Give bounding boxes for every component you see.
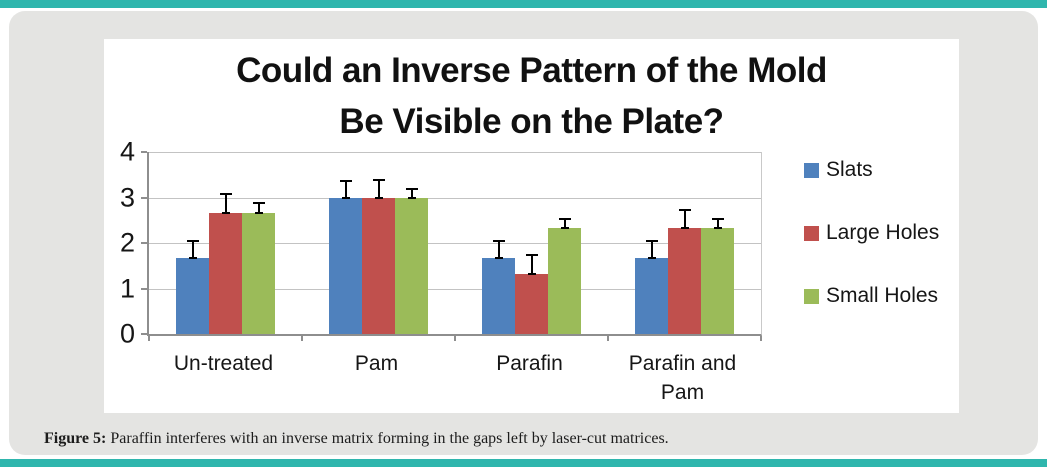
gridline-y3 bbox=[149, 197, 761, 199]
bar-slats-1 bbox=[329, 179, 362, 334]
error-bar bbox=[252, 202, 265, 214]
bar-large-holes-3 bbox=[668, 208, 701, 334]
x-label-2: Parafin bbox=[453, 349, 606, 407]
legend: Slats Large Holes Small Holes bbox=[804, 158, 954, 348]
chart-title: Could an Inverse Pattern of the Mold Be … bbox=[104, 45, 959, 147]
bar-group-pam bbox=[302, 152, 455, 334]
gridline-y2 bbox=[149, 243, 761, 244]
error-bar bbox=[525, 254, 538, 275]
x-label-text: Un-treated bbox=[173, 352, 274, 375]
bar-small-holes-1 bbox=[395, 187, 428, 334]
error-bar bbox=[678, 208, 691, 230]
error-bar bbox=[186, 240, 199, 259]
x-label-text: Parafin bbox=[496, 352, 563, 375]
y-tick-label-1: 1 bbox=[119, 273, 135, 303]
x-label-1: Pam bbox=[300, 349, 453, 407]
y-tick-label-2: 2 bbox=[119, 227, 135, 258]
chart-panel: Could an Inverse Pattern of the Mold Be … bbox=[104, 39, 959, 413]
legend-label: Large Holes bbox=[826, 221, 940, 244]
plot-area: 0 1 2 3 4 bbox=[120, 138, 762, 347]
gridline-y1 bbox=[149, 288, 761, 290]
figure-card: Could an Inverse Pattern of the Mold Be … bbox=[9, 11, 1038, 455]
figure-caption: Figure 5: Paraffin interferes with an in… bbox=[44, 430, 1004, 448]
bar-large-holes-0 bbox=[209, 193, 242, 334]
bars-row bbox=[149, 152, 761, 334]
bottom-accent-bar bbox=[0, 459, 1047, 467]
error-bar bbox=[372, 178, 385, 199]
bar-small-holes-2 bbox=[548, 217, 581, 334]
y-tickmark-2 bbox=[141, 242, 147, 244]
x-tickmark-0 bbox=[148, 336, 150, 341]
bar-slats-2 bbox=[482, 240, 515, 334]
y-tick-label-4: 4 bbox=[119, 136, 135, 167]
chart-title-line1: Could an Inverse Pattern of the Mold bbox=[236, 51, 827, 90]
bar-slats-0 bbox=[176, 240, 209, 334]
gridline-y4 bbox=[149, 152, 761, 153]
error-bar bbox=[339, 179, 352, 199]
x-label-0: Un-treated bbox=[147, 349, 300, 407]
x-label-3: Parafin and Pam bbox=[606, 349, 759, 407]
figure-caption-text: Paraffin interferes with an inverse matr… bbox=[106, 430, 669, 447]
x-tickmark-3 bbox=[607, 336, 609, 341]
y-tickmark-4 bbox=[141, 151, 147, 153]
legend-entry-large-holes: Large Holes bbox=[804, 221, 954, 244]
figure-caption-label: Figure 5: bbox=[44, 430, 107, 447]
error-bar bbox=[558, 217, 571, 230]
x-label-text: Parafin and Pam bbox=[628, 352, 737, 404]
bar-group-parafin-and-pam bbox=[608, 152, 761, 334]
y-tick-label-3: 3 bbox=[119, 182, 135, 212]
bar-group-un-treated bbox=[149, 152, 302, 334]
legend-entry-slats: Slats bbox=[804, 158, 954, 181]
chart-title-line2: Be Visible on the Plate? bbox=[339, 102, 724, 141]
error-bar bbox=[711, 217, 724, 230]
error-bar bbox=[492, 240, 505, 259]
legend-swatch bbox=[804, 225, 819, 241]
legend-label: Slats bbox=[826, 158, 873, 181]
bar-large-holes-1 bbox=[362, 178, 395, 334]
error-bar bbox=[405, 187, 418, 199]
y-tickmark-0 bbox=[141, 333, 147, 335]
bar-large-holes-2 bbox=[515, 254, 548, 334]
bar-small-holes-0 bbox=[242, 202, 275, 334]
y-tick-label-0: 0 bbox=[119, 318, 135, 349]
bar-group-parafin bbox=[455, 152, 608, 334]
legend-entry-small-holes: Small Holes bbox=[804, 284, 954, 307]
legend-swatch bbox=[804, 288, 819, 304]
x-label-text: Pam bbox=[354, 352, 399, 375]
top-accent-bar bbox=[0, 0, 1047, 8]
y-tickmark-3 bbox=[141, 196, 147, 199]
error-bar bbox=[219, 193, 232, 214]
bar-slats-3 bbox=[635, 240, 668, 334]
error-bar bbox=[645, 240, 658, 259]
x-axis-labels: Un-treated Pam Parafin Parafin and Pam bbox=[147, 349, 759, 407]
y-tickmark-1 bbox=[141, 287, 147, 290]
x-tickmark-2 bbox=[454, 336, 456, 341]
legend-label: Small Holes bbox=[826, 284, 939, 307]
legend-swatch bbox=[804, 162, 819, 178]
bar-small-holes-3 bbox=[701, 217, 734, 334]
x-tickmark-1 bbox=[301, 336, 303, 341]
x-tickmark-4 bbox=[760, 336, 762, 341]
